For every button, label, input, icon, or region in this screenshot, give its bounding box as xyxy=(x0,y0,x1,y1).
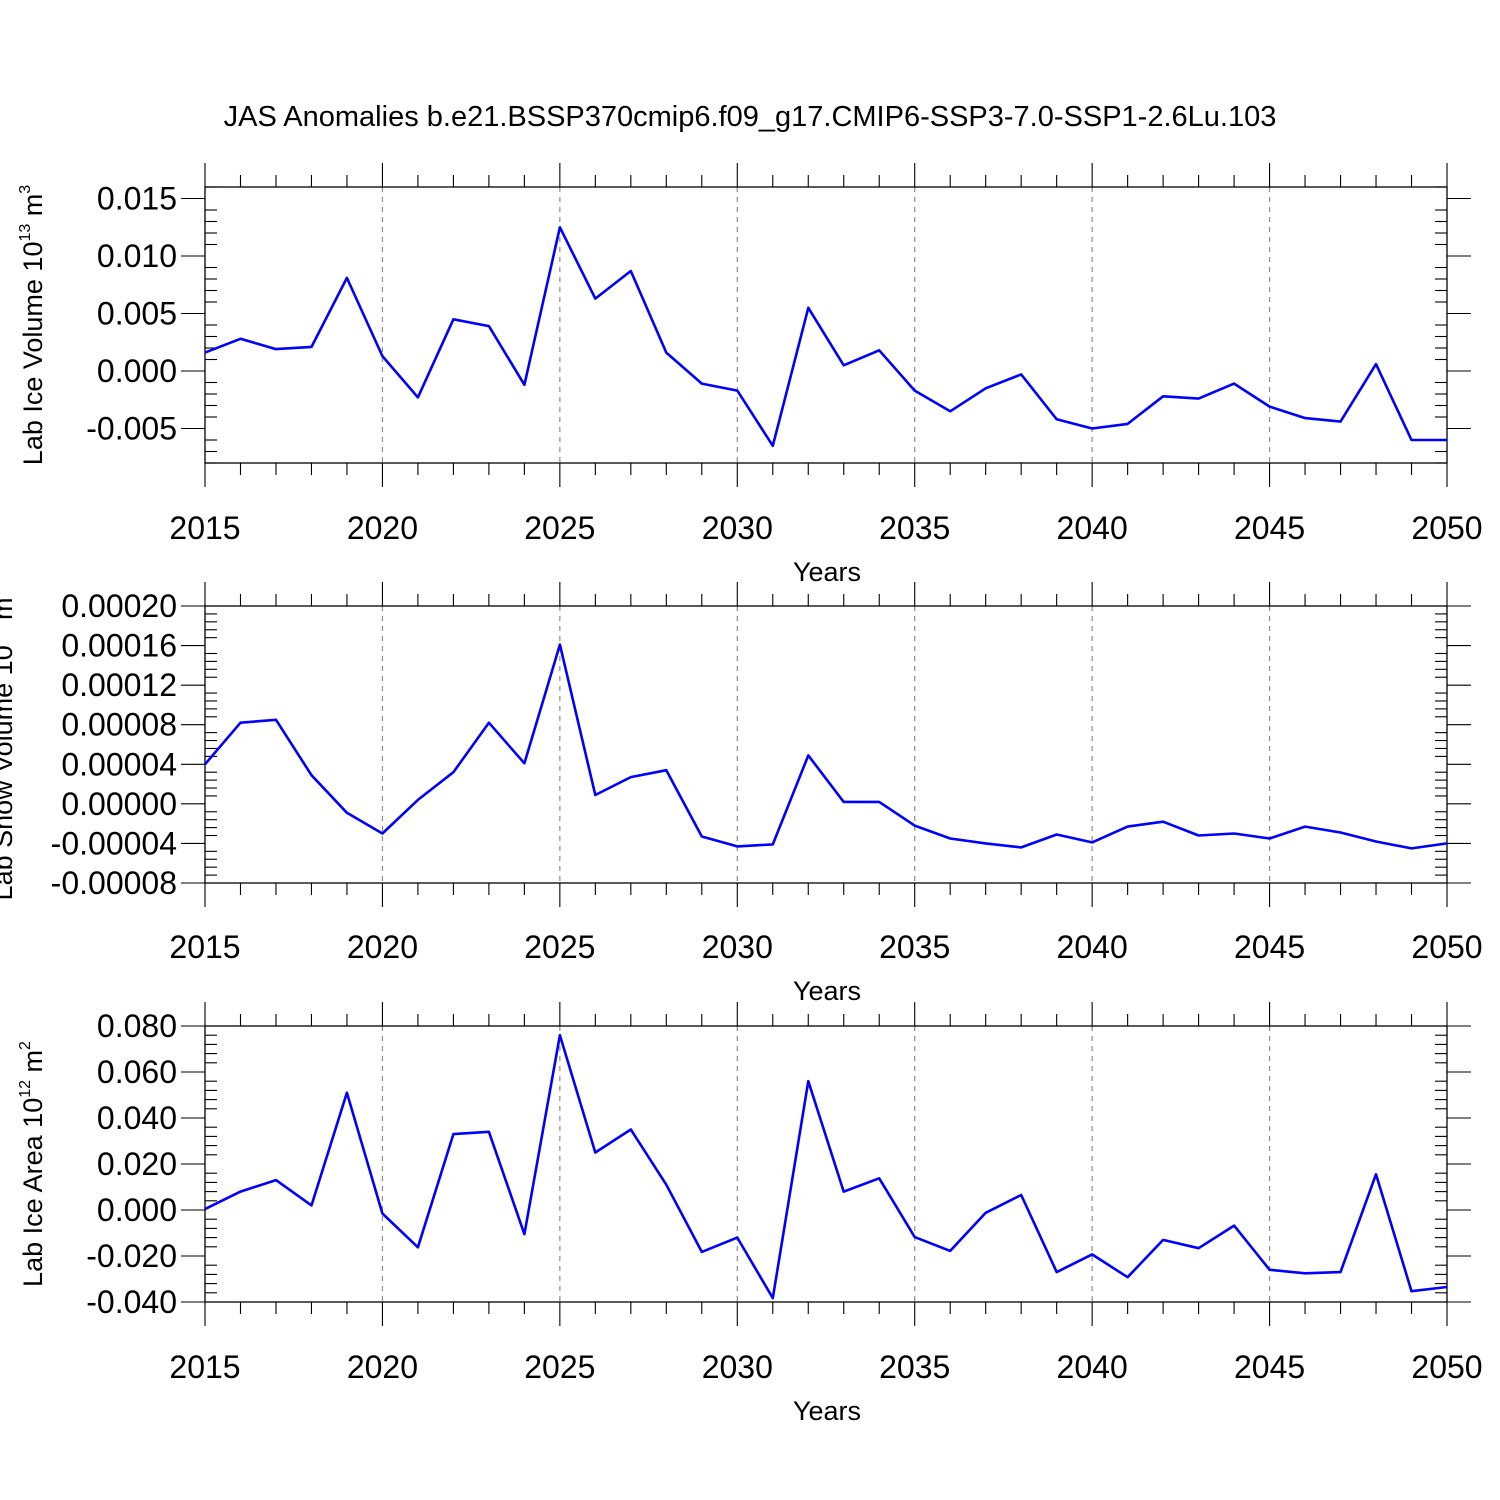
x-tick-label: 2050 xyxy=(1411,929,1482,965)
y-axis-label: Lab Ice Volume 1013 m3 xyxy=(17,185,48,466)
x-tick-label: 2045 xyxy=(1234,510,1305,546)
y-axis-label-unit-tail: m xyxy=(0,597,18,620)
y-tick-label: -0.040 xyxy=(86,1284,177,1320)
data-series-line xyxy=(204,1033,1448,1300)
x-tick-label: 2035 xyxy=(879,1349,950,1385)
x-tick-label: 2030 xyxy=(702,510,773,546)
y-tick-label: 0.010 xyxy=(97,238,177,274)
y-axis-label-name: Lab Ice Area xyxy=(18,1128,48,1287)
figure-title: JAS Anomalies b.e21.BSSP370cmip6.f09_g17… xyxy=(224,101,1277,133)
x-tick-label: 2035 xyxy=(879,510,950,546)
x-tick-label: 2020 xyxy=(347,929,418,965)
x-tick-label: 2020 xyxy=(347,510,418,546)
y-tick-label: 0.00016 xyxy=(61,628,177,664)
x-tick-label: 2015 xyxy=(169,510,240,546)
x-tick-label: 2050 xyxy=(1411,1349,1482,1385)
y-axis-label-space xyxy=(18,216,48,224)
y-tick-label: 0.040 xyxy=(97,1100,177,1136)
y-axis-label-unit-tail: m xyxy=(18,194,48,217)
y-axis-label-unit: 10 xyxy=(18,1098,48,1128)
y-axis-label-unit-exp: 3 xyxy=(0,588,4,597)
y-tick-label: 0.080 xyxy=(97,1008,177,1044)
y-tick-label: -0.00008 xyxy=(51,865,177,901)
y-tick-label: 0.000 xyxy=(97,1192,177,1228)
y-axis-label-unit: 10 xyxy=(0,645,18,675)
y-tick-label: 0.00012 xyxy=(61,667,177,703)
x-tick-label: 2030 xyxy=(702,929,773,965)
x-tick-label: 2040 xyxy=(1057,510,1128,546)
panel-3: -0.040 -0.020 0.000 0.020 0.040 0.060 0.080 201… xyxy=(17,1002,1483,1426)
x-tick-label: 2015 xyxy=(169,929,240,965)
data-series-line xyxy=(204,226,1447,448)
y-tick-label: 0.00004 xyxy=(61,746,177,782)
y-axis-label-exp: 13 xyxy=(0,627,4,645)
y-axis-label-name: Lab Ice Volume xyxy=(18,272,48,466)
y-tick-label: 0.00000 xyxy=(61,786,177,822)
y-tick-label: 0.00020 xyxy=(61,588,177,624)
y-axis-label-exp: 13 xyxy=(17,224,34,242)
y-tick-label: 0.060 xyxy=(97,1054,177,1090)
y-axis-label-name: Lab Snow Volume xyxy=(0,675,18,900)
x-tick-label: 2030 xyxy=(702,1349,773,1385)
y-axis-label-unit-tail: m xyxy=(18,1050,48,1073)
x-axis-label: Years xyxy=(793,976,861,1006)
y-tick-label: -0.020 xyxy=(86,1238,177,1274)
y-tick-label: -0.005 xyxy=(86,411,177,447)
y-tick-label: -0.00004 xyxy=(51,825,177,861)
x-tick-label: 2045 xyxy=(1234,929,1305,965)
plot-frame xyxy=(204,605,1448,884)
y-axis-label-unit: 10 xyxy=(18,242,48,272)
x-tick-label: 2040 xyxy=(1057,1349,1128,1385)
x-axis-label: Years xyxy=(793,1396,861,1426)
y-axis-label: Lab Snow Volume 1013 m3 xyxy=(0,588,18,900)
y-tick-label: 0.020 xyxy=(97,1146,177,1182)
data-series-line xyxy=(204,643,1448,850)
x-tick-label: 2020 xyxy=(347,1349,418,1385)
y-tick-label: 0.000 xyxy=(97,353,177,389)
x-tick-label: 2045 xyxy=(1234,1349,1305,1385)
y-axis-label: Lab Ice Area 1012 m2 xyxy=(17,1041,48,1287)
x-axis-label: Years xyxy=(793,557,861,587)
y-axis-label-unit-exp: 3 xyxy=(17,185,34,194)
y-tick-label: 0.005 xyxy=(97,296,177,332)
x-tick-label: 2040 xyxy=(1057,929,1128,965)
x-tick-label: 2035 xyxy=(879,929,950,965)
x-tick-label: 2050 xyxy=(1411,510,1482,546)
y-axis-label-space xyxy=(18,1072,48,1080)
x-tick-label: 2015 xyxy=(169,1349,240,1385)
y-axis-label-space xyxy=(0,620,18,628)
x-tick-label: 2025 xyxy=(524,510,595,546)
y-tick-label: 0.00008 xyxy=(61,707,177,743)
y-axis-label-unit-exp: 2 xyxy=(17,1041,34,1050)
plot-frame xyxy=(204,186,1448,464)
x-tick-label: 2025 xyxy=(524,1349,595,1385)
y-axis-label-exp: 12 xyxy=(17,1080,34,1098)
x-tick-label: 2025 xyxy=(524,929,595,965)
y-tick-label: 0.015 xyxy=(97,181,177,217)
panel-1: -0.005 0.000 0.005 0.010 0.015 2015 2020 2025 20… xyxy=(17,163,1483,587)
